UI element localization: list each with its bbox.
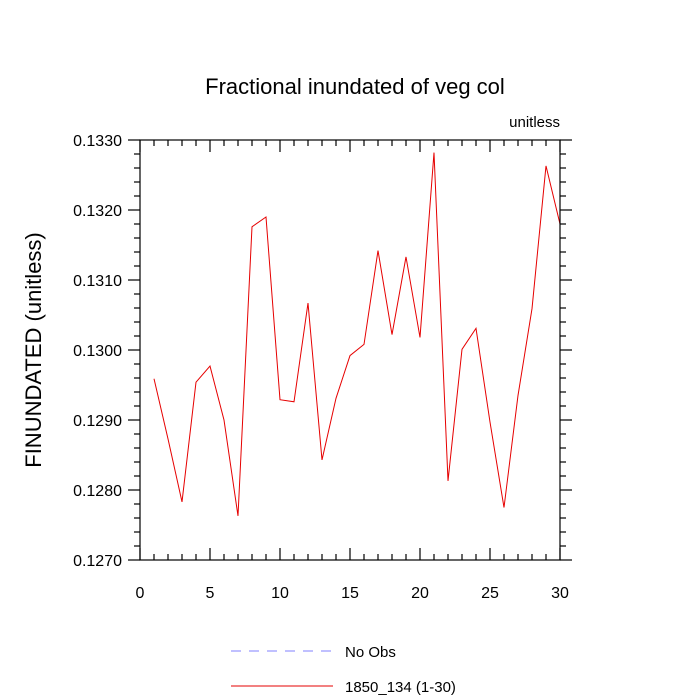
legend-label: 1850_134 (1-30) [345,679,456,696]
y-tick-label: 0.1320 [73,203,122,220]
x-tick-label: 5 [206,585,215,602]
plot-frame [139,139,561,561]
x-tick-label: 10 [271,585,289,602]
y-tick-label: 0.1290 [73,413,122,430]
tick-labels: 0 5 10 15 20 25 30 0.1270 0.1280 0.1290 0.1300 0.13… [73,133,569,602]
chart-title: Fractional inundated of veg col [205,74,505,99]
legend-label: No Obs [345,644,396,661]
y-tick-label: 0.1270 [73,553,122,570]
y-tick-label: 0.1330 [73,133,122,150]
legend-item: 1850_134 (1-30) [231,679,456,696]
x-tick-label: 25 [481,585,499,602]
legend-item: No Obs [231,644,396,661]
x-tick-label: 30 [551,585,569,602]
x-tick-label: 20 [411,585,429,602]
series-layer [153,152,560,516]
y-tick-label: 0.1310 [73,273,122,290]
y-tick-label: 0.1300 [73,343,122,360]
series-line-0 [153,152,560,516]
x-tick-label: 0 [136,585,145,602]
units-label: unitless [509,114,560,131]
y-tick-label: 0.1280 [73,483,122,500]
legend: No Obs 1850_134 (1-30) [231,644,456,696]
x-tick-label: 15 [341,585,359,602]
y-axis-label: FINUNDATED (unitless) [21,232,46,468]
